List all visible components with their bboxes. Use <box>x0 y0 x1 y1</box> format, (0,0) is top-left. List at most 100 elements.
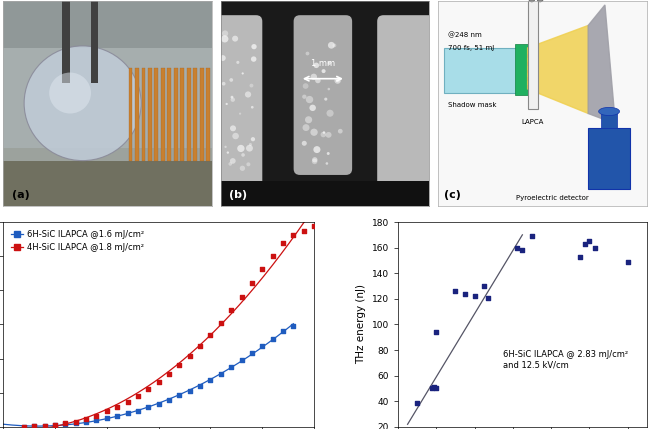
Circle shape <box>315 78 321 83</box>
FancyBboxPatch shape <box>294 15 352 175</box>
Point <box>278 240 288 247</box>
Point <box>247 349 257 356</box>
Circle shape <box>303 83 308 89</box>
Bar <box>3 148 212 205</box>
Circle shape <box>303 124 310 131</box>
Circle shape <box>241 153 245 157</box>
Bar <box>527 69 537 73</box>
Circle shape <box>314 63 319 68</box>
Bar <box>128 69 132 160</box>
Point <box>122 410 133 417</box>
Point <box>174 392 185 399</box>
Point <box>29 423 40 429</box>
Point <box>195 383 205 390</box>
Bar <box>167 69 171 160</box>
Bar <box>515 44 527 95</box>
Text: LAPCA: LAPCA <box>522 119 544 125</box>
Point <box>575 253 585 260</box>
Point <box>71 418 81 425</box>
Circle shape <box>220 55 226 61</box>
Point <box>143 386 154 393</box>
Circle shape <box>251 106 253 109</box>
Bar <box>135 69 139 160</box>
Text: Shadow mask: Shadow mask <box>448 103 497 109</box>
Point <box>431 385 441 392</box>
Point <box>185 353 195 360</box>
Bar <box>200 69 203 160</box>
Circle shape <box>312 157 318 163</box>
Point <box>412 399 422 406</box>
Bar <box>3 48 212 160</box>
Point <box>469 293 480 300</box>
Circle shape <box>230 125 236 131</box>
Point <box>91 412 102 419</box>
Point <box>133 407 143 414</box>
Bar <box>174 69 178 160</box>
Point <box>133 393 143 399</box>
Legend: 6H-SiC ILAPCA @1.6 mJ/cm², 4H-SiC ILAPCA @1.8 mJ/cm²: 6H-SiC ILAPCA @1.6 mJ/cm², 4H-SiC ILAPCA… <box>7 226 147 255</box>
Bar <box>62 1 70 83</box>
Point <box>581 240 591 247</box>
Circle shape <box>49 73 91 114</box>
Point <box>257 266 268 272</box>
Bar <box>187 69 191 160</box>
Point <box>429 384 439 391</box>
Circle shape <box>332 43 336 47</box>
Point <box>299 227 309 234</box>
Point <box>164 396 174 403</box>
Circle shape <box>310 74 317 80</box>
Polygon shape <box>588 5 616 124</box>
Circle shape <box>237 145 244 152</box>
Bar <box>444 48 517 93</box>
Point <box>40 423 50 429</box>
Point <box>431 329 441 335</box>
Point <box>60 421 71 428</box>
Bar <box>148 69 152 160</box>
Point <box>29 423 40 429</box>
Point <box>154 378 164 385</box>
Circle shape <box>229 78 233 82</box>
Circle shape <box>328 62 331 65</box>
Circle shape <box>309 105 316 111</box>
Point <box>122 399 133 405</box>
Text: 1 mm: 1 mm <box>311 60 335 69</box>
Bar <box>220 181 430 205</box>
Ellipse shape <box>599 107 619 115</box>
Circle shape <box>230 158 236 164</box>
Point <box>19 423 29 429</box>
Circle shape <box>310 129 318 136</box>
Circle shape <box>226 103 228 105</box>
Bar <box>141 69 145 160</box>
Point <box>288 231 299 238</box>
Circle shape <box>321 132 326 137</box>
Circle shape <box>228 162 232 166</box>
Circle shape <box>306 51 309 55</box>
Text: 700 fs, 51 mJ: 700 fs, 51 mJ <box>448 45 494 51</box>
Circle shape <box>232 133 239 139</box>
Point <box>226 364 237 371</box>
Bar <box>91 1 98 83</box>
Point <box>309 223 319 230</box>
Y-axis label: THz energy (nJ): THz energy (nJ) <box>356 284 366 365</box>
Circle shape <box>251 137 255 141</box>
Point <box>584 238 594 245</box>
Circle shape <box>334 78 341 84</box>
Point <box>511 244 522 251</box>
Circle shape <box>306 96 313 103</box>
Circle shape <box>324 97 327 101</box>
Bar <box>601 112 618 128</box>
Point <box>81 416 91 423</box>
Text: Pyroelectric detector: Pyroelectric detector <box>516 194 589 200</box>
Circle shape <box>246 162 250 166</box>
Point <box>268 253 278 260</box>
Text: 6H-SiC ILAPCA @ 2.83 mJ/cm²
and 12.5 kV/cm: 6H-SiC ILAPCA @ 2.83 mJ/cm² and 12.5 kV/… <box>503 350 629 369</box>
Point <box>112 412 122 419</box>
Circle shape <box>24 46 141 160</box>
Point <box>278 328 288 335</box>
Circle shape <box>239 112 241 115</box>
Circle shape <box>314 146 321 153</box>
Point <box>216 319 226 326</box>
Circle shape <box>232 36 238 42</box>
Point <box>50 422 60 429</box>
Circle shape <box>245 91 251 97</box>
